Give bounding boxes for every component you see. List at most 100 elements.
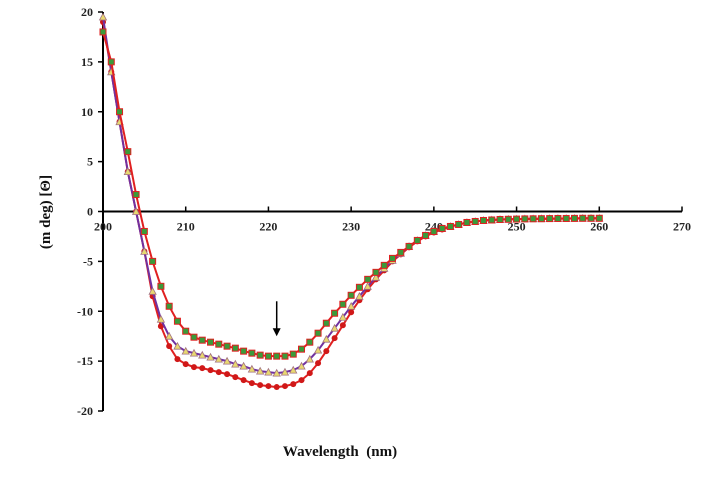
data-point-square <box>322 319 330 327</box>
x-tick-label: 250 <box>508 220 526 234</box>
data-point-square <box>182 327 190 335</box>
data-point-triangle <box>247 364 257 373</box>
data-point-circle <box>174 356 181 363</box>
data-point-square <box>413 236 421 244</box>
data-point-square <box>471 217 479 225</box>
data-point-square <box>264 352 272 360</box>
data-point-triangle <box>173 341 182 350</box>
data-point-triangle <box>289 365 298 374</box>
data-point-square <box>99 28 107 36</box>
data-point-square <box>355 283 363 291</box>
circles-line <box>102 21 600 389</box>
data-point-square <box>198 336 206 344</box>
data-point-triangle <box>371 272 381 281</box>
data-point-triangle <box>322 334 331 343</box>
data-point-square <box>446 222 454 230</box>
data-point-square <box>496 215 504 223</box>
data-point-triangle <box>280 367 290 376</box>
x-tick-label: 210 <box>177 220 195 234</box>
y-tick-label: -20 <box>77 404 93 418</box>
data-point-square <box>422 231 430 239</box>
data-point-square <box>554 214 562 222</box>
data-point-square <box>546 215 554 223</box>
arrow-head-icon <box>272 328 281 337</box>
y-tick-label: 15 <box>81 55 93 69</box>
x-tick-label: 220 <box>259 220 277 234</box>
data-point-square <box>116 108 124 116</box>
data-point-square <box>397 248 405 256</box>
data-point-square <box>521 215 529 223</box>
data-point-circle <box>207 367 214 374</box>
data-point-circle <box>157 323 164 330</box>
data-point-square <box>405 242 413 250</box>
data-point-circle <box>240 377 247 384</box>
data-point-circle <box>315 360 322 367</box>
data-point-circle <box>348 309 355 316</box>
x-tick-label: 200 <box>94 220 112 234</box>
data-point-circle <box>265 383 272 390</box>
y-tick-label: -5 <box>83 254 93 268</box>
data-point-circle <box>273 384 280 391</box>
data-point-circle <box>199 365 206 372</box>
data-point-square <box>562 214 570 222</box>
data-point-square <box>372 268 380 276</box>
data-point-triangle <box>338 312 348 321</box>
data-point-circle <box>339 322 346 329</box>
y-tick-label: 5 <box>87 155 93 169</box>
x-tick-label: 230 <box>342 220 360 234</box>
data-point-square <box>173 317 181 325</box>
data-point-triangle <box>123 167 132 176</box>
data-point-square <box>306 338 314 346</box>
data-point-square <box>537 215 545 223</box>
data-point-circle <box>232 374 239 381</box>
data-point-triangle <box>330 323 339 332</box>
data-point-square <box>438 224 446 232</box>
data-point-triangle <box>148 286 157 295</box>
data-point-triangle <box>272 368 281 377</box>
data-point-triangle <box>189 348 199 357</box>
data-point-triangle <box>131 207 141 215</box>
data-point-square <box>347 291 355 299</box>
data-point-square <box>157 282 165 290</box>
data-point-triangle <box>222 356 232 365</box>
data-point-square <box>215 340 223 348</box>
data-point-circle <box>306 370 313 377</box>
data-point-square <box>504 215 512 223</box>
data-point-square <box>314 329 322 337</box>
data-point-triangle <box>363 281 372 290</box>
data-point-square <box>463 218 471 226</box>
data-point-square <box>273 352 281 360</box>
data-point-square <box>389 254 396 262</box>
data-point-square <box>223 342 231 350</box>
data-point-triangle <box>255 366 265 375</box>
data-point-square <box>298 345 306 353</box>
y-tick-label: -15 <box>77 354 93 368</box>
data-point-triangle <box>231 359 240 368</box>
data-point-square <box>455 220 463 228</box>
data-point-square <box>149 257 157 265</box>
data-point-triangle <box>214 354 223 363</box>
y-axis-label: (m deg) [Θ] <box>38 175 54 249</box>
data-point-square <box>190 333 198 341</box>
x-tick-label: 260 <box>590 220 608 234</box>
data-point-circle <box>248 380 255 387</box>
y-tick-label: 0 <box>87 205 93 219</box>
y-tick-label: -10 <box>77 304 93 318</box>
data-point-triangle <box>297 361 306 370</box>
series-squares <box>99 28 603 360</box>
data-point-square <box>529 215 537 223</box>
data-point-square <box>256 351 264 359</box>
data-point-circle <box>323 348 330 355</box>
data-point-square <box>165 302 173 310</box>
data-point-triangle <box>98 12 108 21</box>
x-tick-label: 270 <box>673 220 691 234</box>
data-point-square <box>140 227 148 235</box>
y-tick-label: 10 <box>81 105 93 119</box>
y-tick-label: 20 <box>81 5 93 19</box>
data-point-triangle <box>206 352 215 361</box>
data-point-circle <box>257 382 264 389</box>
data-point-triangle <box>239 361 248 370</box>
data-point-triangle <box>264 367 273 376</box>
data-point-circle <box>224 371 231 378</box>
